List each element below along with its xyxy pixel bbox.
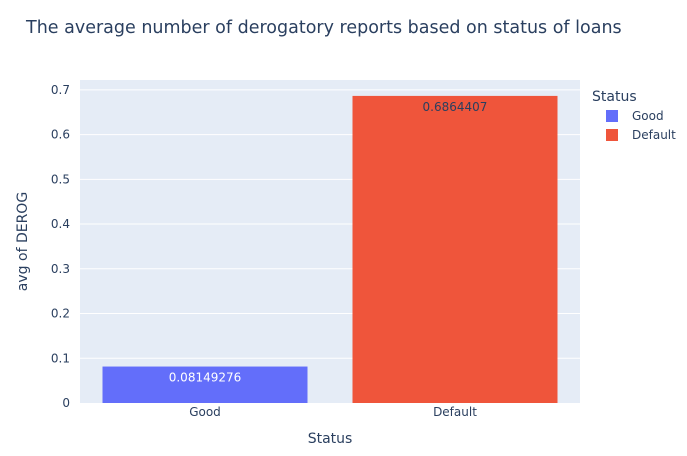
legend-label: Default [632, 128, 676, 142]
chart-title: The average number of derogatory reports… [25, 18, 622, 38]
y-tick-label: 0.3 [51, 262, 70, 276]
x-axis-title: Status [308, 431, 353, 447]
x-tick-label: Default [433, 405, 477, 419]
legend[interactable]: Good Default [606, 109, 676, 142]
legend-swatch [606, 129, 618, 141]
legend-title: Status [592, 89, 637, 105]
legend-item-good[interactable]: Good [606, 109, 664, 123]
y-tick-label: 0 [62, 396, 70, 410]
bar-value-label: 0.08149276 [169, 371, 242, 385]
bar-default[interactable] [352, 95, 558, 403]
y-axis-ticks: 0 0.1 0.2 0.3 0.4 0.5 0.6 0.7 [51, 83, 70, 410]
x-axis-ticks: Good Default [189, 405, 477, 419]
y-tick-label: 0.4 [51, 217, 70, 231]
y-tick-label: 0.6 [51, 128, 70, 142]
legend-swatch [606, 110, 618, 122]
bar-good[interactable] [102, 366, 308, 403]
x-tick-label: Good [189, 405, 221, 419]
y-tick-label: 0.2 [51, 307, 70, 321]
legend-label: Good [632, 109, 664, 123]
y-tick-label: 0.1 [51, 351, 70, 365]
y-tick-label: 0.7 [51, 83, 70, 97]
bars: 0.08149276 0.6864407 [102, 95, 558, 403]
y-axis-title: avg of DEROG [15, 192, 31, 291]
legend-item-default[interactable]: Default [606, 128, 676, 142]
bar-value-label: 0.6864407 [423, 100, 488, 114]
y-tick-label: 0.5 [51, 172, 70, 186]
